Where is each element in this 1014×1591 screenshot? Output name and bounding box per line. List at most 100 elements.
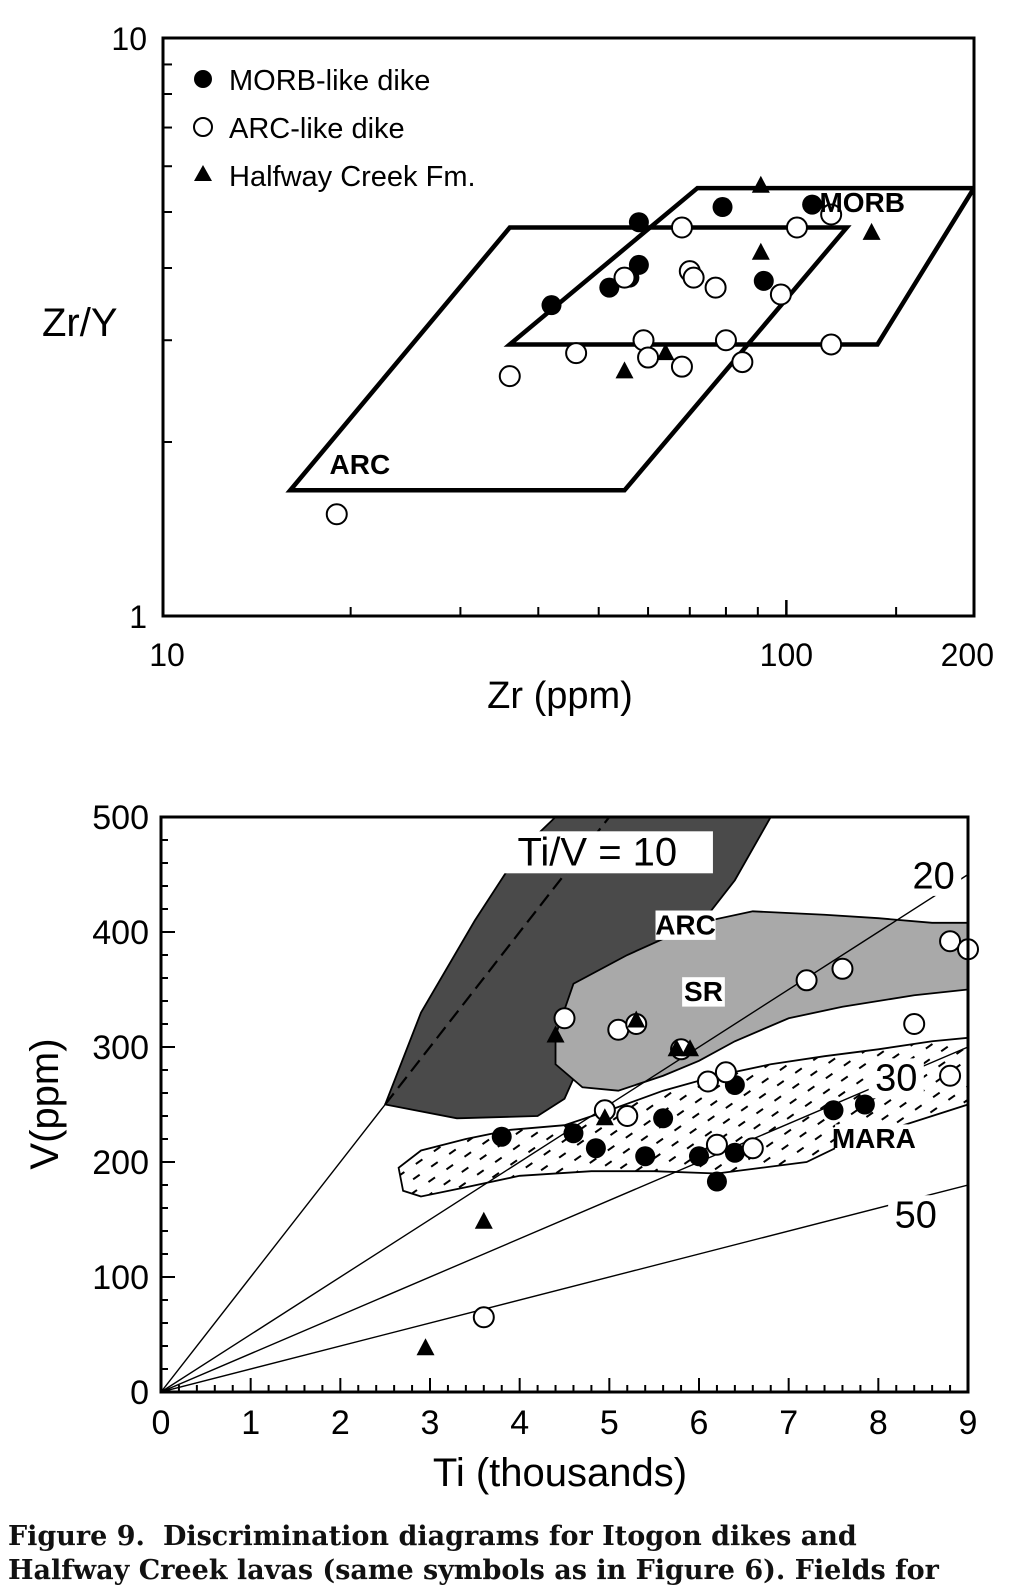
legend-halfway-marker [194,165,212,181]
ti-v-30-label-bg [868,1058,924,1099]
data-point [731,351,754,374]
data-point [563,1123,584,1144]
data-point [724,1142,745,1163]
legend-arc-label: ARC-like dike [229,113,405,145]
plot-frame [159,815,970,1394]
legend-morb-marker [194,70,212,88]
data-point [696,1070,719,1093]
y-tick-label: 1 [129,599,147,635]
x-tick-label: 4 [510,1404,529,1442]
legend-arc-marker [193,117,213,137]
data-point [656,343,675,361]
x-tick-label: 1 [241,1404,260,1442]
y-tick-label: 300 [92,1029,149,1067]
field-morb [503,185,974,347]
data-point [704,276,727,299]
data-point [565,342,588,365]
ti-v-20-label-bg [906,856,962,896]
field-label-arc-bg [655,910,716,940]
x-tick-label: 200 [941,637,994,673]
ti-v-20-label: 20 [906,855,962,897]
data-point [682,266,705,289]
data-point [939,1064,962,1087]
legend-morb-label: MORB-like dike [229,65,430,97]
field-label-arc: ARC [655,909,716,940]
data-point [753,270,774,291]
y-tick-label: 200 [92,1144,149,1182]
y-tick-label: 0 [130,1374,149,1412]
x-tick-label: 3 [421,1404,440,1442]
data-point [637,346,660,369]
data-point [553,1007,576,1030]
figure-caption: Figure 9. Discrimination diagrams for Ito… [8,1520,1008,1586]
data-point [706,1171,727,1192]
ti-v-50-label-text: 50 [895,1195,937,1237]
data-point [741,1137,764,1160]
x-tick-label: 2 [331,1404,350,1442]
x-tick-label: 100 [760,637,813,673]
caption-line-1: Discrimination diagrams for Itogon dikes… [162,1521,857,1552]
ti-v-30-label: 30 [868,1058,924,1100]
field-label-arc: ARC [330,449,391,480]
data-point [751,242,770,260]
plot-frame [161,36,976,618]
data-point [585,1138,606,1159]
y-tick-label: 500 [92,799,149,837]
ti-v-reference-lines [161,817,968,1392]
field-arc [285,225,852,493]
axis-ticks [163,63,898,616]
v-vs-ti-chart: Ti/V = 10 ARC SR MARA 20 30 50 0 1 2 3 4 5 6 7 8 9 0 100 2… [23,799,979,1495]
ti-v-10-lower [161,1104,386,1392]
data-point [795,969,818,992]
y-axis-title: Zr/Y [42,301,118,345]
data-point [705,1133,728,1156]
x-tick-label: 6 [690,1404,709,1442]
x-tick-label: 7 [779,1404,798,1442]
data-point [498,365,521,388]
data-point [712,197,733,218]
field-label-morb: MORB [819,187,905,218]
tectonic-fields [285,185,974,493]
data-point [635,1146,656,1167]
data-point [653,1108,674,1129]
x-tick-label: 0 [152,1404,171,1442]
data-point [595,1108,614,1126]
field-label-mara: MARA [832,1123,916,1154]
axis-ticks [160,816,969,1393]
y-tick-label: 400 [92,914,149,952]
data-point [607,1018,630,1041]
y-tick-label: 10 [111,21,147,57]
field-label-sr: SR [682,976,725,1007]
ti-v-50-label: 50 [888,1195,944,1237]
ti-v-10-line [384,817,611,1106]
ti-v-20-label-text: 20 [913,855,955,897]
data-point [615,361,634,379]
x-axis-title: Ti (thousands) [433,1451,687,1495]
data-point [831,957,854,980]
data-point [472,1306,495,1329]
caption-line-2: Halfway Creek lavas (same symbols as in … [8,1555,939,1586]
field-label-sr-bg [682,977,725,1007]
data-point [802,194,823,215]
data-points [325,175,881,526]
ti-v-10-label-text: Ti/V = 10 [517,830,677,874]
field-label-mara-text: MARA [832,1123,916,1154]
field-labels: Ti/V = 10 ARC SR MARA 20 30 50 [481,830,962,1237]
x-axis-title: Zr (ppm) [487,675,633,717]
data-point [546,1025,565,1043]
ti-v-10-label-bg [481,831,713,874]
legend: MORB-like dike ARC-like dike Halfway Cre… [193,65,476,193]
x-tick-label: 10 [149,637,185,673]
field-label-arc-text: ARC [655,909,716,940]
data-point [769,283,792,306]
data-point [541,295,562,316]
data-point [670,216,693,239]
x-tick-label: 8 [869,1404,888,1442]
data-point [474,1211,493,1229]
data-point [854,1094,875,1115]
data-point [751,175,770,193]
data-point [820,333,843,356]
x-tick-label: 9 [959,1404,978,1442]
ti-v-10-label: Ti/V = 10 [481,830,713,874]
